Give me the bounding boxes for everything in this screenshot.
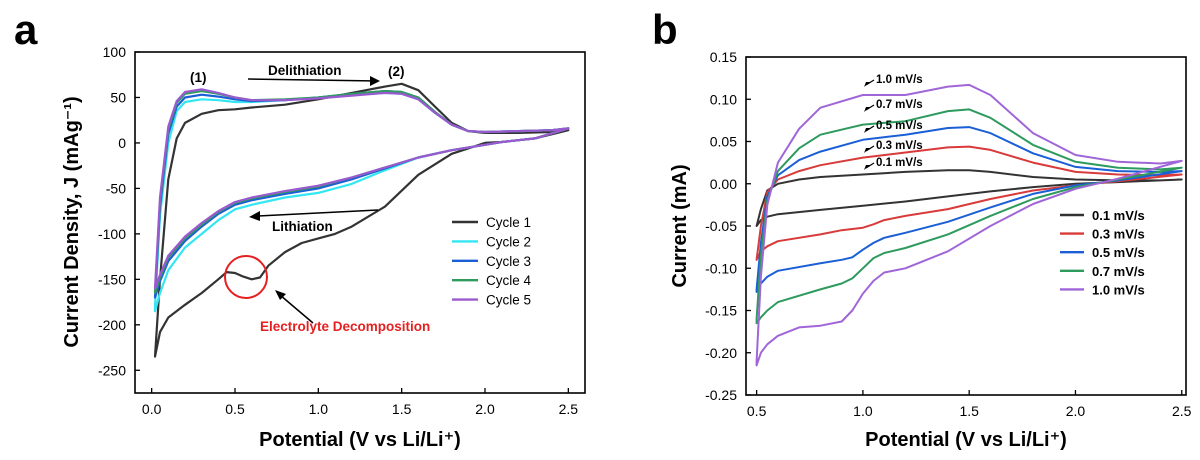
- y-tick-label: -0.15: [705, 303, 737, 319]
- x-tick-label: 2.0: [475, 401, 495, 417]
- series-line-a-5: [153, 88, 570, 290]
- chart-panel-a: 0.0 0.5 1.0 1.5 2.0 2.5 100 50 0 -50 -100 -150 -200 -…: [61, 44, 586, 451]
- legend-label: Cycle 1: [486, 215, 531, 230]
- ticks-group-b: 0.5 1.0 1.5 2.0 2.5 0.15 0.10 0.05 0.00 -0.05 -0.1…: [705, 49, 1192, 419]
- legend-label: Cycle 3: [486, 254, 531, 269]
- rate-label-arrowhead: [864, 82, 870, 87]
- legend-label: 0.3 mV/s: [1092, 227, 1145, 242]
- series-line-b-2: [755, 145, 1183, 261]
- delithiation-arrowhead: [370, 76, 380, 86]
- x-tick-label: 0.5: [225, 401, 245, 417]
- series-group-a: [153, 82, 570, 358]
- x-tick-label: 2.0: [1066, 403, 1086, 419]
- x-tick-label: 1.5: [959, 403, 979, 419]
- legend-label: Cycle 2: [486, 234, 531, 249]
- legend-label: 0.7 mV/s: [1092, 264, 1145, 279]
- x-tick-label: 2.5: [1172, 403, 1192, 419]
- y-axis-title-b: Current (mA): [669, 164, 691, 287]
- series-line-b-5: [755, 83, 1183, 367]
- x-tick-label: 0.5: [747, 403, 767, 419]
- annotation-peak-2: (2): [388, 64, 405, 79]
- y-tick-label: -0.20: [705, 345, 737, 361]
- y-tick-label: -200: [98, 317, 126, 333]
- rate-label-arrowhead: [864, 148, 870, 153]
- x-axis-title-b: Potential (V vs Li/Li⁺): [865, 429, 1067, 451]
- ticks-group-a: 0.0 0.5 1.0 1.5 2.0 2.5 100 50 0 -50 -100 -150 -200 -…: [98, 44, 578, 417]
- legend-b: 0.1 mV/s 0.3 mV/s 0.5 mV/s 0.7 mV/s 1.0 mV/s: [1060, 208, 1145, 297]
- panel-letter-a: a: [14, 6, 38, 53]
- legend-label: Cycle 4: [486, 273, 532, 288]
- y-tick-label: -0.10: [705, 260, 737, 276]
- rate-label-arrowhead: [864, 128, 870, 133]
- legend-label: 0.1 mV/s: [1092, 208, 1145, 223]
- y-tick-label: 0: [118, 135, 126, 151]
- legend-a: Cycle 1 Cycle 2 Cycle 3 Cycle 4 Cycle 5: [452, 215, 532, 308]
- legend-label: 0.5 mV/s: [1092, 245, 1145, 260]
- rate-label-arrowhead: [864, 165, 870, 170]
- lithiation-arrowhead: [249, 211, 260, 221]
- decomposition-arrowhead: [275, 290, 286, 300]
- x-tick-label: 1.0: [853, 403, 873, 419]
- y-tick-label: 100: [103, 44, 127, 60]
- decomposition-highlight-circle: [224, 255, 268, 299]
- delithiation-arrow-line: [247, 78, 379, 82]
- y-tick-label: 0.10: [710, 91, 737, 107]
- legend-label: Cycle 5: [486, 293, 531, 308]
- rate-label: 0.7 mV/s: [876, 99, 923, 111]
- x-axis-title-a: Potential (V vs Li/Li⁺): [259, 429, 461, 451]
- series-line-b-1: [755, 169, 1183, 227]
- annotation-delithiation: Delithiation: [268, 63, 342, 78]
- rate-label: 0.3 mV/s: [876, 140, 923, 152]
- rate-labels-b: 1.0 mV/s 0.7 mV/s 0.5 mV/s 0.3 mV/s 0.1 mV/s: [864, 74, 923, 170]
- y-tick-label: -0.25: [705, 387, 737, 403]
- lithiation-arrow-line: [257, 209, 379, 217]
- rate-label: 0.5 mV/s: [876, 120, 923, 132]
- y-axis-title-a: Current Density, J (mAg⁻¹): [61, 96, 83, 347]
- y-tick-label: -150: [98, 271, 126, 287]
- x-tick-label: 0.0: [142, 401, 162, 417]
- x-tick-label: 1.5: [392, 401, 412, 417]
- y-tick-label: -0.05: [705, 218, 737, 234]
- decomposition-arrow-line: [279, 294, 314, 324]
- rate-label: 0.1 mV/s: [876, 157, 923, 169]
- legend-label: 1.0 mV/s: [1092, 282, 1145, 297]
- series-group-b: [755, 83, 1183, 367]
- y-tick-label: 50: [110, 89, 126, 105]
- annotation-peak-1: (1): [190, 70, 207, 85]
- rate-label: 1.0 mV/s: [876, 74, 923, 86]
- y-tick-label: -100: [98, 226, 126, 242]
- plot-frame-a: [134, 51, 586, 394]
- annotation-decomposition: Electrolyte Decomposition: [260, 319, 430, 334]
- y-tick-label: 0.15: [710, 49, 737, 65]
- y-tick-label: 0.00: [710, 176, 737, 192]
- y-tick-label: 0.05: [710, 134, 737, 150]
- x-tick-label: 1.0: [309, 401, 329, 417]
- rate-label-arrowhead: [864, 107, 870, 112]
- panel-letter-b: b: [652, 6, 678, 53]
- x-tick-label: 2.5: [559, 401, 579, 417]
- annotation-lithiation: Lithiation: [272, 219, 333, 234]
- y-tick-label: -250: [98, 362, 126, 378]
- chart-panel-b: 0.5 1.0 1.5 2.0 2.5 0.15 0.10 0.05 0.00 -0.05 -0.1…: [669, 49, 1192, 451]
- y-tick-label: -50: [106, 180, 126, 196]
